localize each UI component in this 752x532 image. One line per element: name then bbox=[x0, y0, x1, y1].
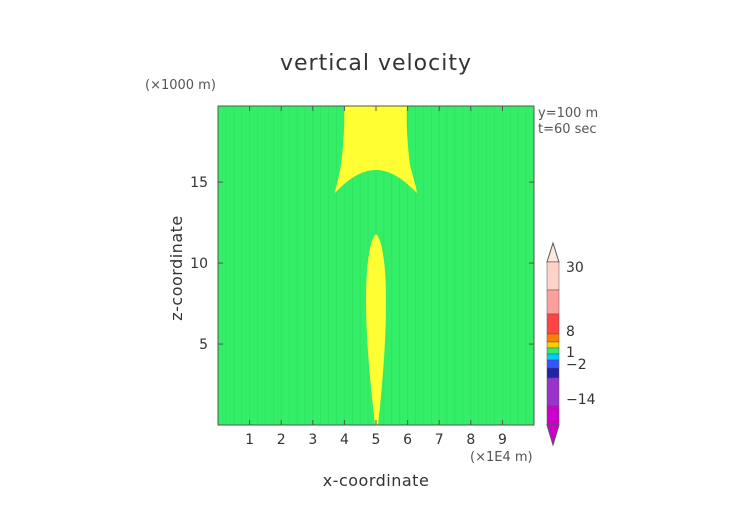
colorbar-label-8: 8 bbox=[566, 324, 575, 340]
colorbar-segment bbox=[546, 347, 560, 355]
x-tick-label: 4 bbox=[340, 432, 349, 448]
updraft-region-upper bbox=[335, 106, 417, 193]
x-tick-label: 9 bbox=[498, 432, 507, 448]
colorbar-segment bbox=[546, 359, 560, 369]
y-axis-label: z-coordinate bbox=[167, 215, 186, 321]
colorbar-bottom-arrow bbox=[546, 424, 560, 447]
colorbar-label-minus14: −14 bbox=[566, 392, 596, 408]
colorbar-label-minus2: −2 bbox=[566, 357, 587, 373]
y-tick-label: 5 bbox=[199, 337, 208, 353]
colorbar-segment bbox=[546, 405, 560, 426]
x-tick-label: 7 bbox=[435, 432, 444, 448]
x-tick-label: 8 bbox=[466, 432, 475, 448]
x-tick-label: 1 bbox=[245, 432, 254, 448]
x-tick-label: 5 bbox=[372, 432, 381, 448]
colorbar-segment bbox=[546, 353, 560, 361]
y-axis-ticks: 5 10 15 bbox=[190, 175, 534, 353]
y-tick-label: 10 bbox=[190, 256, 208, 272]
x-axis-label: x-coordinate bbox=[323, 471, 430, 490]
x-tick-label: 2 bbox=[277, 432, 286, 448]
colorbar-top-arrow bbox=[546, 241, 560, 263]
colorbar-segment bbox=[546, 333, 560, 343]
x-axis-ticks: 1 2 3 4 5 6 7 8 9 bbox=[245, 106, 507, 448]
plot-area bbox=[217, 105, 535, 426]
annotation-y: y=100 m bbox=[538, 106, 598, 121]
colorbar-label-30: 30 bbox=[566, 260, 584, 276]
colorbar-segment bbox=[546, 313, 560, 335]
updraft-region-lower bbox=[366, 234, 386, 425]
y-tick-label: 15 bbox=[190, 175, 208, 191]
x-tick-label: 6 bbox=[403, 432, 412, 448]
chart-title: vertical velocity bbox=[280, 51, 472, 76]
y-axis-unit: (×1000 m) bbox=[145, 78, 216, 93]
x-axis-unit: (×1E4 m) bbox=[470, 450, 533, 465]
annotation-t: t=60 sec bbox=[538, 122, 597, 137]
colorbar-segment bbox=[546, 261, 560, 291]
colorbar: 30 8 1 −2 −14 bbox=[546, 241, 596, 447]
x-tick-label: 3 bbox=[308, 432, 317, 448]
colorbar-segment bbox=[546, 289, 560, 315]
colorbar-label-1: 1 bbox=[566, 345, 575, 361]
colorbar-segment bbox=[546, 377, 560, 407]
colorbar-segment bbox=[546, 367, 560, 379]
colorbar-segment bbox=[546, 341, 560, 349]
